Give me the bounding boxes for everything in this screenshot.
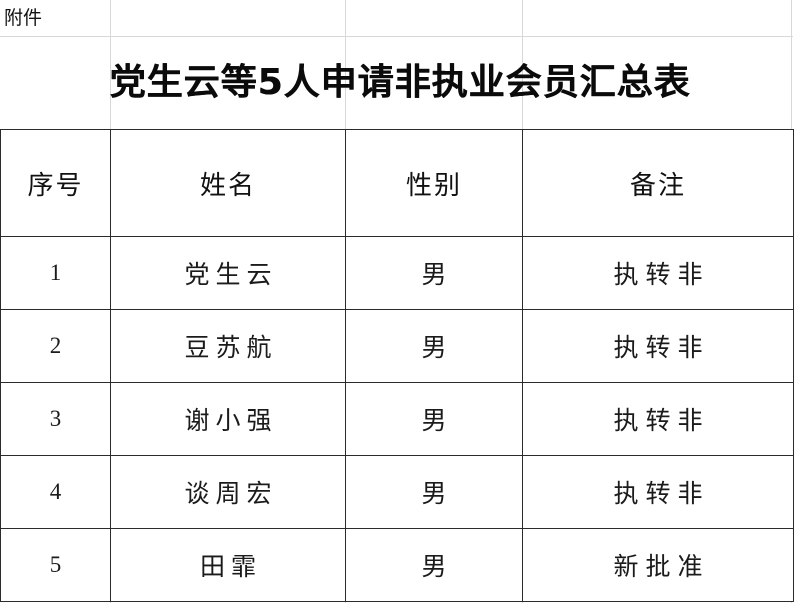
cell-sex: 男 — [345, 382, 523, 456]
table-row: 3 谢小强 男 执转非 — [0, 382, 794, 456]
cell-name: 谢小强 — [110, 382, 346, 456]
cell-name: 谈周宏 — [110, 455, 346, 529]
summary-table-wrapper: 序号 姓名 性别 备注 1 党生云 男 执转非 2 豆苏航 男 执转非 — [0, 129, 794, 602]
table-header: 序号 姓名 性别 备注 — [0, 129, 794, 237]
cell-sex: 男 — [345, 309, 523, 383]
sheet-gridline-vertical — [791, 0, 792, 129]
table-row: 4 谈周宏 男 执转非 — [0, 455, 794, 529]
cell-sex: 男 — [345, 236, 523, 310]
cell-sex: 男 — [345, 528, 523, 602]
cell-note: 执转非 — [522, 309, 794, 383]
sheet-gridline-vertical — [522, 0, 523, 129]
sheet-gridline-horizontal — [0, 36, 793, 37]
column-header-no: 序号 — [0, 129, 111, 237]
cell-name: 田霏 — [110, 528, 346, 602]
cell-no: 2 — [0, 309, 111, 383]
cell-name: 豆苏航 — [110, 309, 346, 383]
attachment-row: 附件 — [0, 0, 800, 36]
cell-no: 3 — [0, 382, 111, 456]
column-header-note: 备注 — [522, 129, 794, 237]
cell-note: 新批准 — [522, 528, 794, 602]
cell-sex: 男 — [345, 455, 523, 529]
cell-no: 4 — [0, 455, 111, 529]
cell-name: 党生云 — [110, 236, 346, 310]
table-header-row: 序号 姓名 性别 备注 — [0, 129, 794, 237]
table-row: 1 党生云 男 执转非 — [0, 236, 794, 310]
cell-note: 执转非 — [522, 455, 794, 529]
column-header-name: 姓名 — [110, 129, 346, 237]
sheet-gridline-vertical — [110, 0, 111, 129]
cell-note: 执转非 — [522, 236, 794, 310]
sheet-gridline-vertical — [345, 0, 346, 129]
summary-table: 序号 姓名 性别 备注 1 党生云 男 执转非 2 豆苏航 男 执转非 — [0, 129, 794, 602]
cell-no: 1 — [0, 236, 111, 310]
sheet-gridline-horizontal — [0, 601, 793, 602]
table-row: 2 豆苏航 男 执转非 — [0, 309, 794, 383]
title-band: 党生云等5人申请非执业会员汇总表 — [0, 37, 800, 129]
column-header-sex: 性别 — [345, 129, 523, 237]
page-title: 党生云等5人申请非执业会员汇总表 — [109, 62, 691, 103]
table-body: 1 党生云 男 执转非 2 豆苏航 男 执转非 3 谢小强 男 执转非 — [0, 236, 794, 602]
attachment-label: 附件 — [4, 7, 43, 29]
cell-no: 5 — [0, 528, 111, 602]
table-row: 5 田霏 男 新批准 — [0, 528, 794, 602]
cell-note: 执转非 — [522, 382, 794, 456]
